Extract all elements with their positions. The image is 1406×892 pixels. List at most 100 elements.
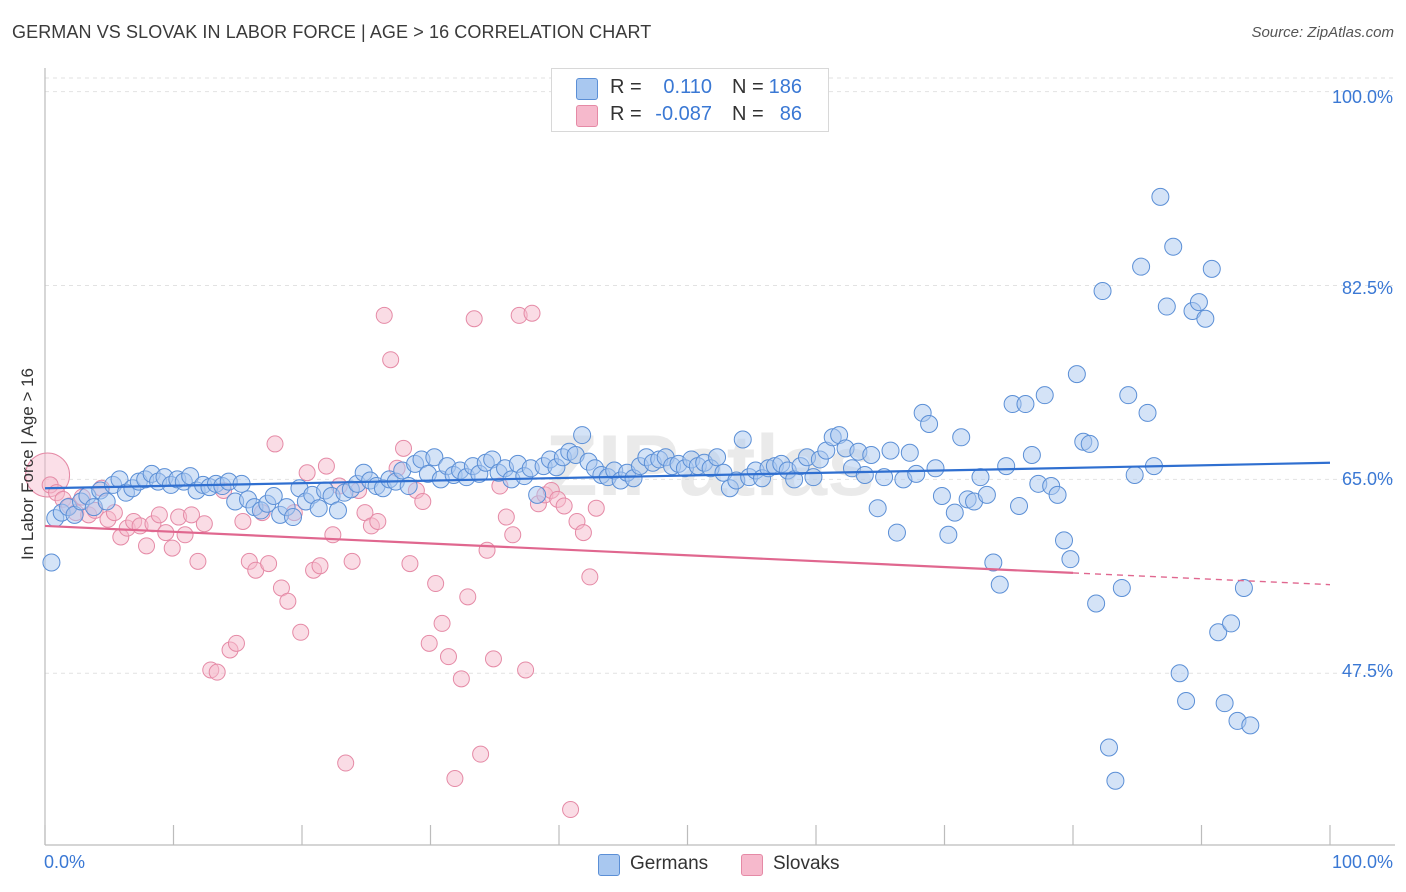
bottom-legend: Germans Slovaks	[0, 852, 1406, 878]
slovak-points	[25, 304, 605, 819]
german-point	[328, 501, 347, 520]
german-point	[1215, 694, 1234, 713]
slovak-point	[163, 539, 181, 557]
slovak-point	[234, 512, 252, 530]
german-point	[1164, 237, 1183, 256]
legend-r-value: 0.110	[663, 76, 712, 98]
german-point	[528, 485, 547, 504]
slovak-point	[208, 663, 226, 681]
legend-swatch-slovaks	[576, 105, 598, 127]
german-point	[977, 485, 996, 504]
slovak-trend-line-dashed	[1072, 572, 1331, 586]
chart-title: GERMAN VS SLOVAK IN LABOR FORCE | AGE > …	[12, 22, 652, 42]
german-point	[1067, 365, 1086, 384]
slovak-point	[317, 457, 335, 475]
german-point	[875, 468, 894, 487]
slovak-point	[343, 552, 361, 570]
slovak-point	[433, 614, 451, 632]
legend-row-slovaks: R = -0.087 N = 86	[552, 102, 828, 128]
german-point	[855, 465, 874, 484]
x-tick-label: 100.0%	[1331, 852, 1393, 872]
slovak-point	[227, 634, 245, 652]
legend-n-label: N =	[732, 76, 764, 98]
y-tick-label: 82.5%	[1341, 278, 1393, 298]
legend-r-label: R =	[610, 76, 642, 98]
german-point	[920, 414, 939, 433]
slovak-point	[337, 754, 355, 772]
x-tick-label: 0.0%	[44, 852, 86, 872]
slovak-point	[478, 541, 496, 559]
slovak-point	[395, 439, 413, 457]
legend-row-germans: R = 0.110 N = 186	[552, 75, 828, 101]
slovak-point	[195, 515, 213, 533]
trend-lines	[44, 461, 1331, 586]
slovak-point	[446, 770, 464, 788]
german-point	[1099, 738, 1118, 757]
german-point	[1234, 578, 1253, 597]
legend-swatch-germans	[598, 854, 620, 876]
german-point	[868, 499, 887, 518]
slovak-point	[484, 650, 502, 668]
german-point	[1196, 309, 1215, 328]
slovak-point	[427, 575, 445, 593]
german-point	[1022, 446, 1041, 465]
slovak-point	[562, 801, 580, 819]
y-tick-label: 65.0%	[1341, 469, 1393, 489]
y-tick-label: 100.0%	[1331, 87, 1393, 107]
legend-n-value: 86	[779, 103, 802, 125]
german-point	[1202, 259, 1221, 278]
german-point	[1048, 485, 1067, 504]
legend-swatch-slovaks	[741, 854, 763, 876]
slovak-point	[298, 464, 316, 482]
german-point	[1222, 614, 1241, 633]
german-point	[264, 487, 283, 506]
german-point	[1061, 550, 1080, 569]
german-point	[1138, 403, 1157, 422]
slovak-point	[420, 634, 438, 652]
german-point	[945, 503, 964, 522]
german-point	[1151, 187, 1170, 206]
legend: R = 0.110 N = 186 R = -0.087 N = 86	[551, 68, 829, 132]
legend-swatch-germans	[576, 78, 598, 100]
german-point	[984, 553, 1003, 572]
slovak-point	[523, 304, 541, 322]
german-point	[1189, 293, 1208, 312]
slovak-point	[182, 506, 200, 524]
german-point	[1132, 257, 1151, 276]
german-point	[309, 499, 328, 518]
german-point	[997, 457, 1016, 476]
slovak-point	[369, 512, 387, 530]
german-point	[1093, 282, 1112, 301]
german-point	[42, 553, 61, 572]
axes	[44, 68, 1395, 846]
german-point	[862, 446, 881, 465]
german-point	[733, 430, 752, 449]
slovak-point	[581, 568, 599, 586]
german-point	[1055, 531, 1074, 550]
german-point	[900, 443, 919, 462]
german-point	[907, 464, 926, 483]
slovak-point	[517, 661, 535, 679]
slovak-point	[260, 555, 278, 573]
german-point	[1177, 691, 1196, 710]
german-point	[804, 468, 823, 487]
slovak-point	[504, 526, 522, 544]
german-point	[425, 448, 444, 467]
german-point	[97, 492, 116, 511]
slovak-point	[311, 557, 329, 575]
german-point	[1112, 578, 1131, 597]
german-point	[1170, 664, 1189, 683]
german-point	[952, 428, 971, 447]
slovak-point	[497, 508, 515, 526]
german-point	[1119, 386, 1138, 405]
legend-n-value: 186	[768, 76, 802, 98]
legend-label-germans: Germans	[630, 853, 709, 874]
slovak-point	[414, 493, 432, 511]
slovak-point	[382, 351, 400, 369]
german-point	[887, 523, 906, 542]
slovak-point	[266, 435, 284, 453]
german-point	[881, 441, 900, 460]
legend-r-value: -0.087	[655, 103, 712, 125]
german-point	[284, 508, 303, 527]
